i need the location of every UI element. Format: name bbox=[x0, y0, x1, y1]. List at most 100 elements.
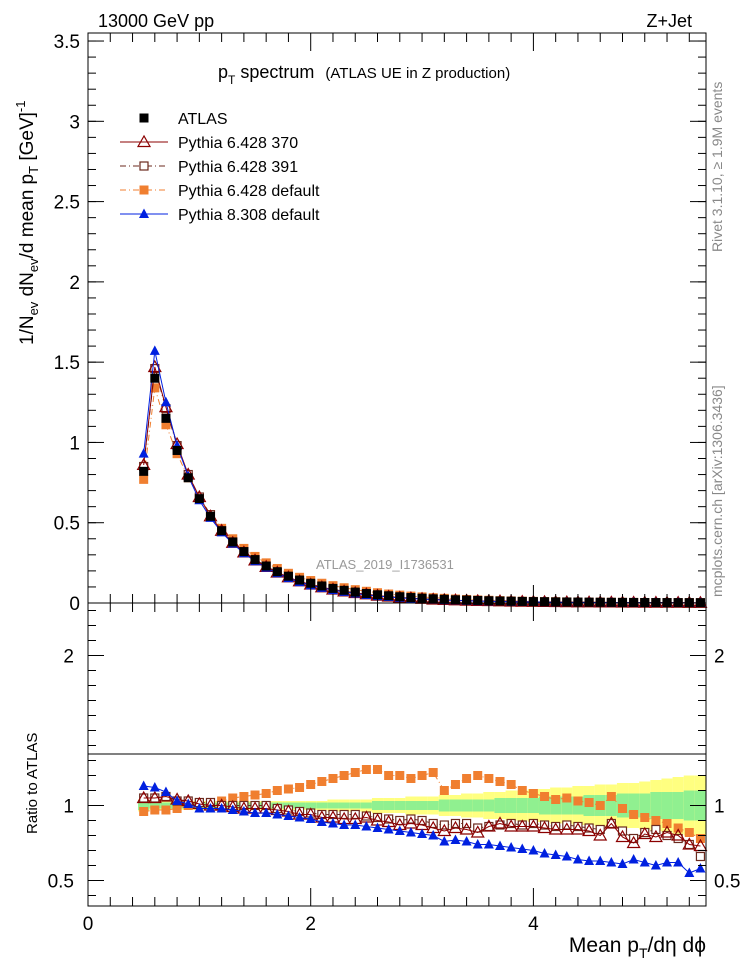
legend-label-pythia-6-428-391: Pythia 6.428 391 bbox=[178, 159, 298, 176]
ratio-point-pythia-6-428-default bbox=[462, 774, 472, 783]
ratio-point-pythia-8-308-default bbox=[216, 803, 227, 813]
ratio-point-pythia-8-308-default bbox=[383, 824, 394, 834]
ratio-point-pythia-6-428-default bbox=[662, 819, 672, 828]
ratio-band-inner bbox=[338, 802, 350, 809]
ratio-point-pythia-6-428-default bbox=[640, 813, 650, 822]
main-point-atlas bbox=[629, 597, 639, 607]
main-point-atlas bbox=[217, 526, 227, 536]
ratio-point-pythia-6-428-370 bbox=[548, 822, 563, 835]
ratio-point-pythia-6-428-default bbox=[695, 834, 705, 843]
ratio-point-pythia-8-308-default bbox=[194, 803, 205, 813]
ratio-point-pythia-6-428-default bbox=[573, 796, 583, 806]
main-point-atlas bbox=[228, 537, 238, 547]
ratio-point-pythia-6-428-default bbox=[295, 783, 305, 792]
ratio-point-pythia-6-428-default bbox=[139, 807, 149, 816]
ratio-point-pythia-6-428-370 bbox=[593, 828, 608, 841]
main-point-pythia-6-428-370 bbox=[158, 399, 173, 413]
ratio-point-pythia-8-308-default bbox=[417, 828, 428, 838]
ratio-point-pythia-6-428-370 bbox=[604, 816, 619, 829]
ratio-point-pythia-6-428-370 bbox=[615, 829, 630, 843]
ratio-band-inner bbox=[394, 801, 406, 810]
main-ytick-label: 3.5 bbox=[54, 32, 80, 53]
ratio-band-inner bbox=[405, 801, 417, 810]
main-point-atlas bbox=[450, 595, 460, 605]
plot-title-main: p bbox=[218, 62, 228, 82]
ratio-point-pythia-6-428-default bbox=[373, 765, 383, 774]
ratio-ytick-label-right: 2 bbox=[714, 647, 725, 668]
main-point-atlas bbox=[406, 593, 416, 603]
ratio-point-pythia-8-308-default bbox=[539, 848, 550, 858]
main-point-atlas bbox=[584, 597, 594, 607]
ratio-band-inner bbox=[371, 801, 384, 810]
ratio-point-pythia-6-428-default bbox=[384, 771, 394, 780]
ratio-point-pythia-6-428-370 bbox=[481, 819, 496, 832]
ratio-ytick-label: 1 bbox=[63, 797, 74, 818]
ratio-band-inner bbox=[461, 799, 473, 812]
ratio-band-inner bbox=[349, 802, 361, 809]
ratio-point-pythia-6-428-default bbox=[528, 789, 538, 798]
ratio-point-pythia-8-308-default bbox=[394, 825, 405, 835]
header-left: 13000 GeV pp bbox=[98, 11, 214, 31]
main-point-atlas bbox=[562, 597, 572, 607]
ratio-point-pythia-8-308-default bbox=[238, 806, 249, 816]
main-point-atlas bbox=[306, 578, 316, 588]
ratio-point-pythia-8-308-default bbox=[495, 840, 505, 850]
ratio-point-pythia-8-308-default bbox=[327, 818, 338, 828]
ratio-point-pythia-6-428-default bbox=[595, 801, 605, 810]
ratio-point-pythia-6-428-default bbox=[350, 768, 360, 777]
ratio-band-inner bbox=[294, 802, 306, 809]
ratio-point-pythia-6-428-default bbox=[684, 828, 694, 837]
ratio-point-pythia-6-428-370 bbox=[559, 822, 574, 835]
legend-label-atlas: ATLAS bbox=[178, 111, 228, 128]
main-point-atlas bbox=[250, 555, 260, 565]
ratio-point-pythia-8-308-default bbox=[160, 786, 171, 796]
x-tick-label: 4 bbox=[528, 914, 539, 935]
ratio-point-pythia-8-308-default bbox=[294, 812, 305, 822]
main-point-atlas bbox=[194, 494, 204, 504]
ratio-band-inner bbox=[483, 799, 495, 812]
ratio-band-inner bbox=[650, 792, 662, 819]
ratio-point-pythia-6-428-370 bbox=[470, 825, 485, 838]
x-tick-label: 0 bbox=[83, 914, 94, 935]
ratio-point-pythia-6-428-default bbox=[395, 771, 405, 780]
ratio-band-inner bbox=[628, 793, 640, 818]
ratio-point-pythia-8-308-default bbox=[550, 849, 561, 859]
side-label-mcplots: mcplots.cern.ch [arXiv:1306.3436] bbox=[709, 385, 725, 597]
ratio-point-pythia-8-308-default bbox=[673, 857, 684, 867]
ratio-point-pythia-6-428-391 bbox=[651, 824, 661, 835]
ratio-point-pythia-6-428-370 bbox=[659, 825, 675, 838]
main-point-atlas bbox=[183, 473, 193, 483]
ratio-point-pythia-6-428-default bbox=[361, 765, 371, 774]
main-point-atlas bbox=[172, 445, 182, 455]
ratio-point-pythia-6-428-370 bbox=[448, 820, 463, 834]
main-point-pythia-6-428-default bbox=[139, 474, 149, 484]
main-ytick-label: 0.5 bbox=[54, 514, 80, 535]
analysis-watermark: ATLAS_2019_I1736531 bbox=[316, 557, 454, 572]
ratio-point-pythia-6-428-370 bbox=[136, 790, 151, 804]
ratio-point-pythia-6-428-370 bbox=[637, 826, 652, 840]
ratio-point-pythia-8-308-default bbox=[305, 813, 316, 823]
ratio-point-pythia-8-308-default bbox=[528, 845, 539, 855]
ratio-point-pythia-8-308-default bbox=[572, 854, 583, 864]
ratio-point-pythia-6-428-default bbox=[495, 777, 505, 786]
ratio-point-pythia-6-428-370 bbox=[504, 819, 519, 832]
ratio-point-pythia-8-308-default bbox=[350, 819, 361, 829]
ratio-point-pythia-6-428-default bbox=[562, 793, 572, 803]
ratio-point-pythia-8-308-default bbox=[561, 851, 572, 861]
ratio-point-pythia-6-428-default bbox=[540, 792, 550, 801]
ratio-point-pythia-6-428-default bbox=[161, 805, 171, 815]
main-ytick-label: 2.5 bbox=[54, 193, 80, 214]
main-point-atlas bbox=[205, 511, 215, 521]
ratio-point-pythia-8-308-default bbox=[372, 822, 383, 832]
ratio-band-inner bbox=[383, 801, 395, 810]
legend-marker-pythia-8-308-default bbox=[139, 208, 149, 218]
main-point-atlas bbox=[473, 595, 483, 605]
ratio-point-pythia-6-428-default bbox=[406, 774, 416, 783]
ratio-band-inner bbox=[327, 802, 339, 809]
main-point-atlas bbox=[495, 596, 505, 606]
main-point-atlas bbox=[272, 567, 282, 577]
main-point-atlas bbox=[239, 547, 249, 557]
ratio-point-pythia-6-428-default bbox=[629, 810, 639, 819]
ratio-point-pythia-8-308-default bbox=[172, 795, 183, 805]
